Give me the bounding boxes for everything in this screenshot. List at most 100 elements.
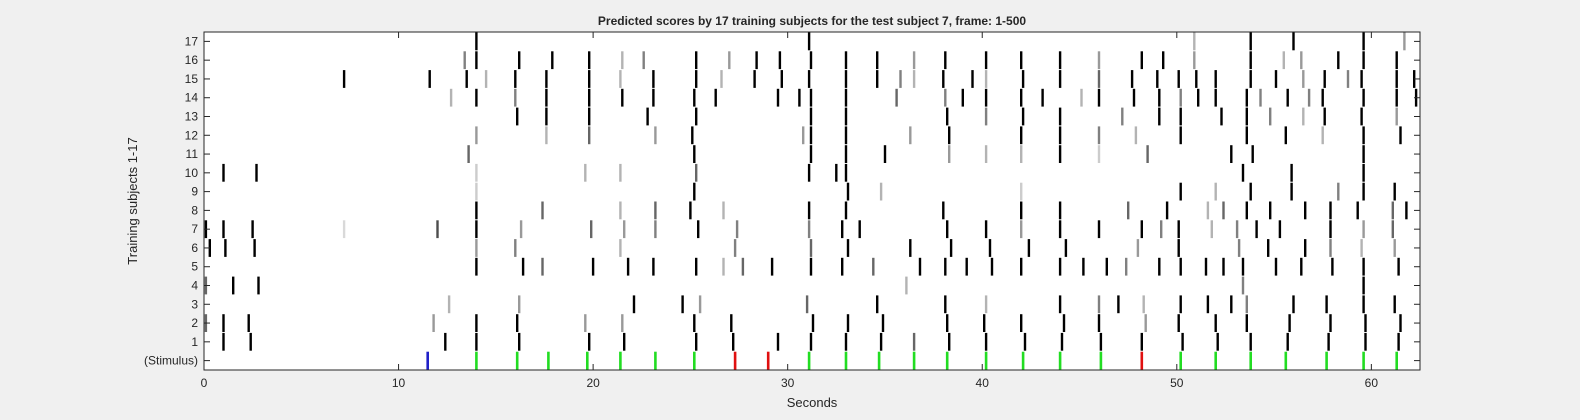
cell-s14-56.8 xyxy=(1307,88,1311,107)
cell-s15-28.3 xyxy=(753,70,756,88)
cell-s13-57.6 xyxy=(1323,107,1326,126)
cell-s12-33 xyxy=(844,126,848,145)
cell-s8-47.5 xyxy=(1127,201,1130,220)
cell-s15-59.5 xyxy=(1360,70,1363,88)
cell-s7-53.1 xyxy=(1235,220,1239,239)
stimulus-green-46.1 xyxy=(1099,351,1103,370)
cell-s15-53.8 xyxy=(1249,70,1252,88)
cell-s7-19.9 xyxy=(590,220,593,239)
cell-s16-16.2 xyxy=(518,51,521,70)
cell-s15-38 xyxy=(942,70,945,88)
cell-s13-56.5 xyxy=(1302,107,1305,126)
cell-s11-25.2 xyxy=(693,145,696,163)
cell-s12-17.6 xyxy=(545,126,548,145)
x-tick-label-40: 40 xyxy=(976,376,990,390)
cell-s15-55.1 xyxy=(1274,70,1278,88)
cell-s14-50.2 xyxy=(1179,88,1182,107)
y-tick-label-16: 16 xyxy=(185,53,199,67)
cell-s14-38.1 xyxy=(944,88,947,107)
cell-s1-34.8 xyxy=(879,332,883,351)
cell-s15-39.5 xyxy=(971,70,974,88)
cell-s2-59.7 xyxy=(1364,314,1367,332)
cell-s16-25.3 xyxy=(695,51,698,70)
cell-s8-23.2 xyxy=(654,201,657,220)
cell-s6-38.4 xyxy=(949,239,953,257)
cell-s13-59.5 xyxy=(1360,107,1363,126)
cell-s9-42 xyxy=(1020,182,1023,201)
cell-s7-42 xyxy=(1020,220,1023,239)
cell-s2-44.2 xyxy=(1062,314,1066,332)
x-tick-label-60: 60 xyxy=(1365,376,1379,390)
cell-s10-33 xyxy=(844,163,848,182)
cell-s16-22.6 xyxy=(642,51,645,70)
cell-s14-52 xyxy=(1214,88,1217,107)
cell-s5-23.1 xyxy=(652,257,655,276)
cell-s14-14 xyxy=(475,88,478,107)
heatmap-marks xyxy=(204,32,1418,351)
cell-s12-44 xyxy=(1058,126,1062,145)
y-tick-label-5: 5 xyxy=(191,260,198,274)
cell-s1-19.8 xyxy=(588,332,591,351)
cell-s2-21.5 xyxy=(621,314,624,332)
cell-s8-38 xyxy=(942,201,945,220)
cell-s7-40.2 xyxy=(984,220,988,239)
cell-s1-55.7 xyxy=(1286,332,1289,351)
cell-s11-42 xyxy=(1020,145,1023,163)
cell-s8-31.1 xyxy=(807,201,811,220)
cell-s5-21.8 xyxy=(626,257,630,276)
cell-s1-52.1 xyxy=(1216,332,1219,351)
stimulus-green-19.7 xyxy=(586,351,589,370)
cell-s5-17.4 xyxy=(541,257,544,276)
cell-s15-21.4 xyxy=(619,70,622,88)
cell-s3-12.6 xyxy=(447,295,451,314)
cell-s15-36.5 xyxy=(912,70,916,88)
cell-s5-51.5 xyxy=(1204,257,1208,276)
cell-s13-61.3 xyxy=(1395,107,1398,126)
plot-area xyxy=(204,32,1420,370)
cell-s7-49.2 xyxy=(1160,220,1163,239)
cell-s1-33 xyxy=(844,332,848,351)
cell-s2-34.9 xyxy=(881,314,885,332)
cell-s8-17.4 xyxy=(541,201,544,220)
cell-s8-33 xyxy=(844,201,848,220)
cell-s13-42.1 xyxy=(1021,107,1025,126)
cell-s5-16.4 xyxy=(521,257,525,276)
cell-s15-17.6 xyxy=(545,70,548,88)
cell-s8-42 xyxy=(1020,201,1023,220)
cell-s14-47.8 xyxy=(1132,88,1136,107)
cell-s9-53.8 xyxy=(1249,182,1252,201)
cell-s8-59.3 xyxy=(1356,201,1359,220)
cell-s14-29.5 xyxy=(776,88,780,107)
cell-s16-40.2 xyxy=(984,51,988,70)
cell-s1-27.2 xyxy=(732,332,735,351)
cell-s5-32.8 xyxy=(841,257,844,276)
cell-s14-45.1 xyxy=(1080,88,1083,107)
cell-s15-44 xyxy=(1058,70,1062,88)
cell-s17-61.7 xyxy=(1403,32,1406,51)
stimulus-marks xyxy=(426,351,1398,370)
cell-s2-33.1 xyxy=(846,314,850,332)
y-tick-label-9: 9 xyxy=(191,185,198,199)
cell-s16-59.6 xyxy=(1362,51,1365,70)
y-tick-label-8: 8 xyxy=(191,203,198,217)
cell-s15-25.3 xyxy=(695,70,698,88)
y-tick-label-13: 13 xyxy=(185,110,199,124)
cell-s12-23.2 xyxy=(654,126,657,145)
cell-s7-16.3 xyxy=(519,220,523,239)
cell-s5-46.4 xyxy=(1105,257,1108,276)
cell-s15-61.3 xyxy=(1395,70,1398,88)
cell-s5-36.8 xyxy=(918,257,922,276)
cell-s3-47 xyxy=(1117,295,1120,314)
cell-s5-39.2 xyxy=(965,257,968,276)
x-axis: 0 10 20 30 40 50 60 xyxy=(201,32,1379,390)
cell-s16-17.9 xyxy=(551,51,554,70)
cell-s14-19.8 xyxy=(588,88,591,107)
cell-s6-21.4 xyxy=(619,239,622,257)
y-tick-label-0: (Stimulus) xyxy=(144,354,198,368)
cell-s12-47.9 xyxy=(1134,126,1138,145)
cell-s16-29.6 xyxy=(778,51,782,70)
cell-s8-25 xyxy=(689,201,692,220)
cell-s14-39 xyxy=(961,88,964,107)
cell-s7-14 xyxy=(475,220,478,239)
cell-s15-7.2 xyxy=(342,70,346,88)
